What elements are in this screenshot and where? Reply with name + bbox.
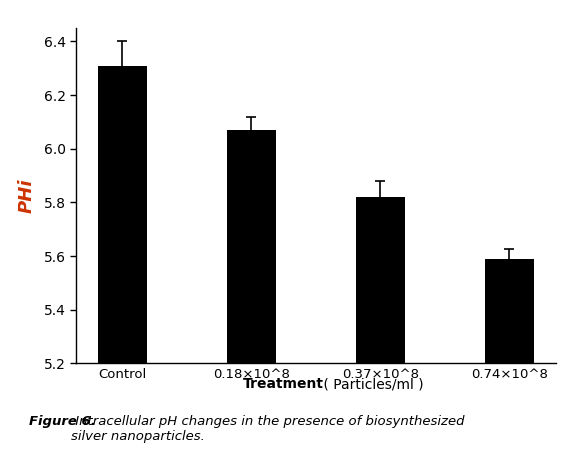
Bar: [98, 66, 147, 363]
Text: Treatment: Treatment: [243, 377, 324, 391]
Text: ( Particles/ml ): ( Particles/ml ): [319, 377, 424, 391]
Text: Intracellular pH changes in the presence of biosynthesized
silver nanoparticles.: Intracellular pH changes in the presence…: [71, 415, 465, 443]
Y-axis label: PHi: PHi: [18, 178, 35, 213]
Bar: [227, 130, 276, 363]
Bar: [485, 259, 534, 363]
Text: Figure 6.: Figure 6.: [29, 415, 96, 428]
Bar: [356, 197, 405, 363]
